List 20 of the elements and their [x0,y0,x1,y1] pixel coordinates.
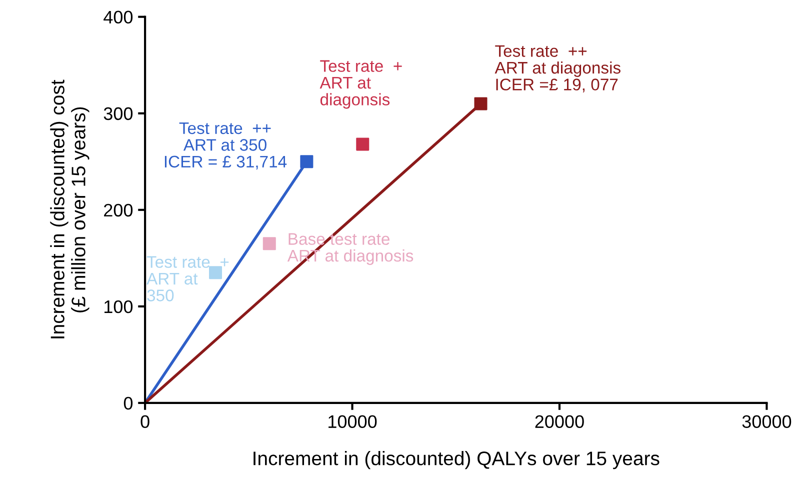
y-tick-label: 200 [104,204,133,217]
point [262,237,276,250]
point [474,97,488,110]
y-tick-label: 400 [104,10,133,24]
point [300,155,314,168]
x-tick-label: 30000 [742,415,792,428]
x-tick-label: 20000 [535,415,584,428]
annotation: Test rate ++ ART at diagonsis ICER =£ 19, 077 [494,45,620,92]
y-axis-title: Increment in (discounted) cost (£ million over 15 years) [50,80,90,338]
point [356,138,370,151]
x-axis-title: Increment in (discounted) QALYs over 15 years [254,451,660,470]
y-tick-label: 100 [104,300,133,314]
y-tick-label: 0 [124,396,133,410]
y-tick-label: 300 [104,107,133,120]
x-tick-label: 0 [140,415,150,428]
annotation: Test rate + ART at 350 [146,256,229,302]
point [209,266,222,280]
annotation: Test rate ++ ART at 350 ICER = £ 31,714 [164,122,287,170]
annotation: Test rate + ART at diagonsis [320,60,402,109]
x-tick-label: 10000 [328,415,377,428]
